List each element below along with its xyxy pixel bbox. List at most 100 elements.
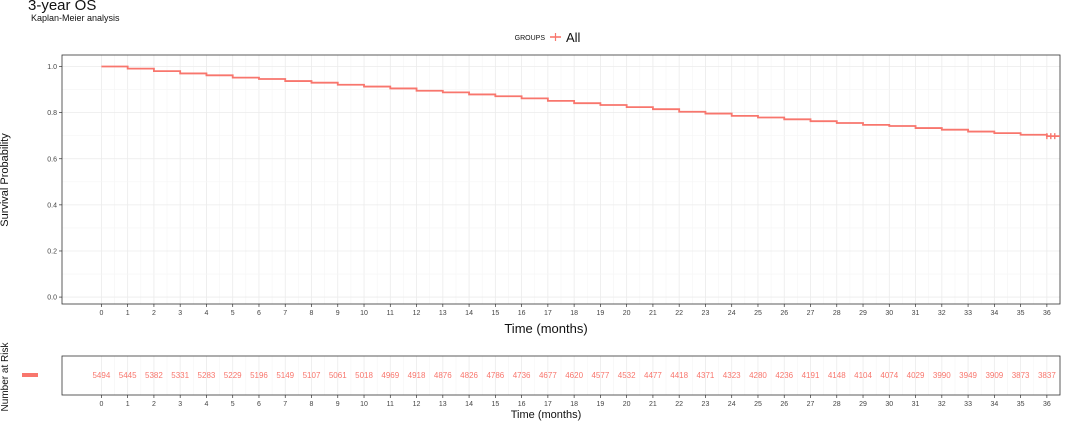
x-axis-label: Time (months) <box>504 321 587 336</box>
risk-x-tick-label: 19 <box>596 401 604 408</box>
legend-title: GROUPS <box>515 35 546 42</box>
risk-x-tick-label: 9 <box>336 401 340 408</box>
x-tick-label: 5 <box>231 310 235 317</box>
risk-count: 4786 <box>486 371 504 380</box>
risk-count: 5331 <box>171 371 189 380</box>
legend: GROUPS All <box>515 30 581 45</box>
risk-count: 5229 <box>224 371 242 380</box>
risk-count: 4323 <box>723 371 741 380</box>
x-tick-label: 27 <box>807 310 815 317</box>
risk-x-tick-label: 21 <box>649 401 657 408</box>
risk-count: 4532 <box>618 371 636 380</box>
chart-subtitle: Kaplan-Meier analysis <box>31 13 120 23</box>
risk-count: 3990 <box>933 371 951 380</box>
risk-x-tick-label: 35 <box>1017 401 1025 408</box>
risk-count: 5445 <box>119 371 137 380</box>
risk-x-tick-label: 4 <box>204 401 208 408</box>
risk-count: 4236 <box>775 371 793 380</box>
risk-count: 4677 <box>539 371 557 380</box>
y-tick-label: 0.6 <box>47 156 57 163</box>
y-tick-label: 0.0 <box>47 295 57 302</box>
x-tick-label: 10 <box>360 310 368 317</box>
risk-x-tick-label: 1 <box>126 401 130 408</box>
x-tick-label: 31 <box>912 310 920 317</box>
risk-x-tick-label: 15 <box>491 401 499 408</box>
risk-x-tick-label: 24 <box>728 401 736 408</box>
x-tick-label: 32 <box>938 310 946 317</box>
main-grid <box>62 55 1060 304</box>
risk-x-tick-label: 27 <box>807 401 815 408</box>
risk-x-tick-label: 10 <box>360 401 368 408</box>
risk-x-tick-label: 22 <box>675 401 683 408</box>
x-tick-label: 21 <box>649 310 657 317</box>
risk-count: 4074 <box>880 371 898 380</box>
risk-count: 5107 <box>303 371 321 380</box>
y-tick-label: 0.8 <box>47 110 57 117</box>
x-tick-label: 30 <box>885 310 893 317</box>
risk-x-axis-ticks: 0 1 2 3 4 5 6 7 8 9 10 11 12 13 14 15 16 17 18 19 20 21 22 23 24… <box>99 395 1051 408</box>
risk-table-title: Number at Risk <box>0 342 11 412</box>
x-tick-label: 2 <box>152 310 156 317</box>
risk-count: 4104 <box>854 371 872 380</box>
y-tick-label: 0.4 <box>47 202 57 209</box>
risk-x-tick-label: 3 <box>178 401 182 408</box>
risk-count: 4620 <box>565 371 583 380</box>
x-tick-label: 35 <box>1017 310 1025 317</box>
x-tick-label: 12 <box>413 310 421 317</box>
y-tick-label: 1.0 <box>47 64 57 71</box>
x-tick-label: 23 <box>702 310 710 317</box>
x-tick-label: 26 <box>780 310 788 317</box>
risk-x-tick-label: 13 <box>439 401 447 408</box>
risk-count: 4918 <box>408 371 426 380</box>
x-tick-label: 1 <box>126 310 130 317</box>
risk-count: 4736 <box>513 371 531 380</box>
risk-x-tick-label: 17 <box>544 401 552 408</box>
risk-panel-border <box>61 355 1061 396</box>
x-tick-label: 20 <box>623 310 631 317</box>
y-tick-label: 0.2 <box>47 248 57 255</box>
risk-count: 5196 <box>250 371 268 380</box>
x-tick-label: 8 <box>310 310 314 317</box>
x-tick-label: 14 <box>465 310 473 317</box>
risk-x-tick-label: 29 <box>859 401 867 408</box>
risk-grid <box>100 356 1048 395</box>
risk-x-tick-label: 23 <box>702 401 710 408</box>
risk-x-tick-label: 26 <box>780 401 788 408</box>
main-panel-border <box>61 54 1061 305</box>
risk-count: 4477 <box>644 371 662 380</box>
risk-count: 4826 <box>460 371 478 380</box>
risk-count: 3873 <box>1012 371 1030 380</box>
risk-count: 5149 <box>276 371 294 380</box>
x-tick-label: 16 <box>518 310 526 317</box>
risk-x-tick-label: 18 <box>570 401 578 408</box>
x-tick-label: 6 <box>257 310 261 317</box>
risk-x-tick-label: 25 <box>754 401 762 408</box>
risk-x-tick-label: 11 <box>387 401 394 408</box>
risk-count: 5382 <box>145 371 163 380</box>
risk-count: 3909 <box>985 371 1003 380</box>
y-axis-label: Survival Probability <box>0 133 11 227</box>
risk-count: 4418 <box>670 371 688 380</box>
risk-count: 3837 <box>1038 371 1056 380</box>
risk-x-tick-label: 30 <box>885 401 893 408</box>
risk-count: 5494 <box>92 371 110 380</box>
risk-x-tick-label: 0 <box>99 401 103 408</box>
x-tick-label: 3 <box>178 310 182 317</box>
risk-x-tick-label: 34 <box>990 401 998 408</box>
risk-count: 4371 <box>697 371 715 380</box>
x-tick-label: 33 <box>964 310 972 317</box>
risk-x-axis-label: Time (months) <box>511 409 582 421</box>
censor-marks <box>1046 133 1056 140</box>
x-tick-label: 34 <box>990 310 998 317</box>
risk-x-tick-label: 5 <box>231 401 235 408</box>
risk-count: 4876 <box>434 371 452 380</box>
x-tick-label: 13 <box>439 310 447 317</box>
risk-x-tick-label: 36 <box>1043 401 1051 408</box>
y-axis-ticks: 0.0 0.2 0.4 0.6 0.8 1.0 <box>47 64 62 302</box>
risk-x-tick-label: 20 <box>623 401 631 408</box>
risk-counts: 5494 5445 5382 5331 5283 5229 5196 5149 5107 5061… <box>92 371 1056 380</box>
risk-count: 4280 <box>749 371 767 380</box>
risk-x-tick-label: 6 <box>257 401 261 408</box>
x-tick-label: 17 <box>544 310 552 317</box>
